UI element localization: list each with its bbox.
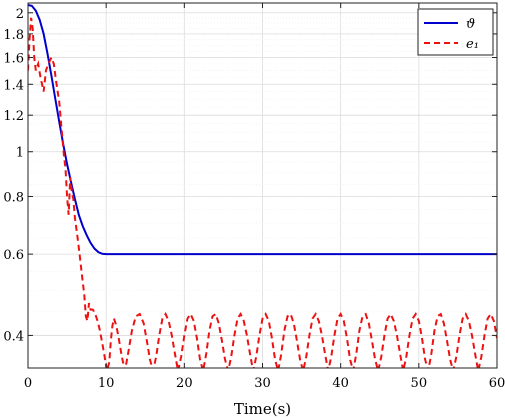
y-tick-label: 0.6	[3, 248, 24, 263]
series-line-2	[28, 17, 497, 368]
y-tick-label: 2	[16, 7, 24, 22]
grid-lines	[27, 3, 498, 368]
series-layer	[28, 3, 497, 368]
x-tick-label: 50	[411, 376, 428, 391]
x-tick-label: 30	[254, 376, 271, 391]
y-tick-label: 1.8	[3, 28, 24, 43]
y-tick-label: 0.8	[3, 190, 24, 205]
legend-box	[417, 8, 494, 56]
legend: ϑ e₁	[417, 8, 494, 56]
series-line-1	[28, 3, 497, 256]
y-tick-label: 1.4	[3, 78, 24, 93]
y-tick-label: 0.4	[3, 329, 24, 344]
legend-label-1: ϑ	[466, 17, 475, 32]
y-tick-label: 1.6	[3, 52, 24, 67]
x-axis-label: Time(s)	[234, 400, 291, 418]
x-tick-label: 0	[24, 376, 32, 391]
x-tick-label: 20	[176, 376, 193, 391]
x-tick-label: 10	[98, 376, 115, 391]
axes	[27, 2, 498, 369]
y-tick-label: 1.2	[3, 109, 24, 124]
x-tick-label: 40	[332, 376, 349, 391]
x-tick-label: 60	[489, 376, 505, 391]
tick-labels: 0 10 20 30 40 50 60 0.4 0.6 0.8 1 1.2 1.4 1.6 1.8 2	[3, 7, 505, 391]
y-tick-label: 1	[16, 146, 24, 161]
legend-label-2: e₁	[466, 37, 479, 52]
